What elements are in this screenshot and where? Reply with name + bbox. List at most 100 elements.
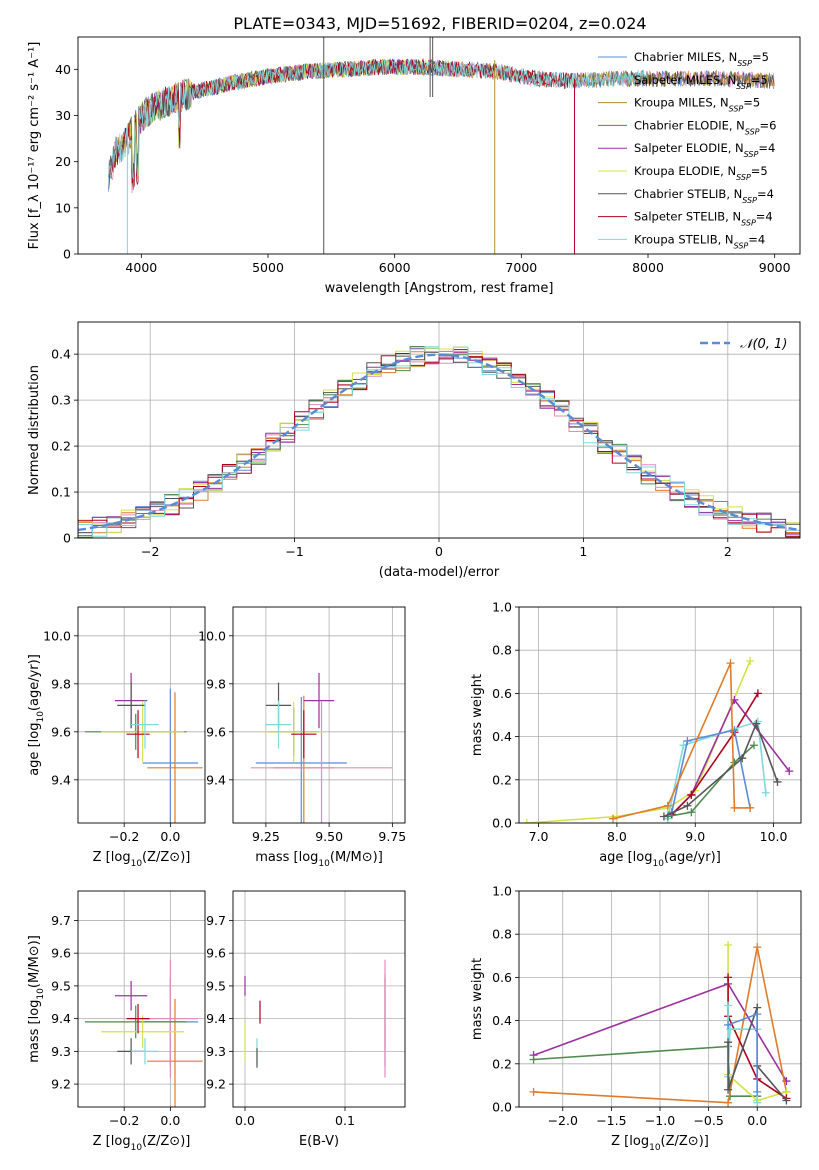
x-axis-label: Z [log10(Z/Z⊙)]	[93, 1134, 191, 1153]
legend-label: Chabrier ELODIE, NSSP=6	[634, 118, 776, 136]
y-tick-label: 9.7	[206, 913, 226, 928]
gaussian-curve	[78, 353, 800, 532]
plus-marker	[730, 803, 739, 812]
plot-weight_vs_Z: −2.0 −1.5 −1.0 −0.5 0.0 0.0 0.2 0.4 0.6 0.8 1.0 Z […	[470, 884, 802, 1153]
series-line	[533, 947, 788, 1104]
series-line	[108, 58, 775, 186]
weight-lines	[529, 941, 791, 1107]
plus-marker	[753, 689, 762, 698]
y-tick-label: 9.6	[206, 724, 226, 739]
y-tick-label: 9.4	[206, 1011, 226, 1026]
y-tick-label: 9.4	[51, 772, 71, 787]
legend-label: Kroupa STELIB, NSSP=4	[634, 232, 765, 250]
x-axis-label: Z [log10(Z/Z⊙)]	[93, 850, 191, 869]
legend-label: Chabrier STELIB, NSSP=4	[634, 187, 774, 205]
y-tick-label: 0.0	[492, 816, 512, 831]
y-axis-label: Normed distribution	[27, 365, 42, 495]
plus-marker	[724, 973, 733, 982]
plot-frame	[232, 890, 406, 1108]
weight-lines	[522, 657, 794, 823]
y-tick-label: 9.3	[51, 1044, 71, 1059]
x-axis-label: age [log10(age/yr)]	[599, 850, 721, 869]
x-tick-label: −2	[141, 544, 159, 559]
x-tick-label: 9.0	[685, 829, 705, 844]
x-tick-label: 6000	[379, 260, 411, 275]
x-tick-label: 9000	[759, 260, 791, 275]
x-axis-label: E(B-V)	[299, 1134, 339, 1149]
legend-label: Salpeter MILES, NSSP=5	[634, 73, 768, 91]
series-line	[671, 729, 751, 813]
x-axis-label: Z [log10(Z/Z⊙)]	[611, 1134, 709, 1153]
y-tick-label: 9.5	[206, 978, 226, 993]
plus-marker	[687, 808, 696, 817]
y-axis-label: mass weight	[470, 958, 485, 1040]
x-axis-label: mass [log10(M/M⊙)]	[255, 850, 383, 869]
plus-marker	[753, 1087, 762, 1096]
y-tick-label: 9.6	[51, 946, 71, 961]
y-axis-label: mass weight	[470, 674, 485, 756]
x-tick-label: 10.0	[760, 829, 788, 844]
x-tick-label: −2.0	[548, 1113, 578, 1128]
y-tick-label: 0.4	[492, 729, 512, 744]
plus-marker	[753, 1010, 762, 1019]
x-tick-label: 0.0	[160, 829, 180, 844]
plus-marker	[746, 657, 755, 665]
plot-frame	[232, 606, 406, 824]
plus-marker	[529, 1087, 538, 1096]
plus-marker	[761, 788, 770, 797]
y-tick-label: 1.0	[492, 600, 512, 615]
plus-marker	[609, 814, 617, 823]
y-tick-label: 9.6	[206, 946, 226, 961]
plot-frame	[77, 321, 801, 539]
y-tick-label: 0.0	[492, 1100, 512, 1115]
y-axis-label: Flux [f_λ 10⁻¹⁷ erg cm⁻² s⁻¹ A⁻¹]	[27, 42, 42, 250]
x-tick-label: 7.0	[529, 829, 549, 844]
plot-mass_vs_Z: −0.2 0.0 9.2 9.3 9.4 9.5 9.6 9.7 Z [log10(Z/Z⊙)]…	[27, 890, 206, 1153]
plus-marker	[753, 943, 762, 952]
y-tick-label: 0.4	[492, 1013, 512, 1028]
y-tick-label: 9.5	[51, 978, 71, 993]
plus-marker	[726, 1025, 735, 1034]
plot-frame	[518, 890, 802, 1108]
histograms	[78, 346, 800, 538]
plus-marker	[683, 736, 692, 745]
y-tick-label: 9.2	[51, 1077, 71, 1092]
plus-marker	[752, 719, 761, 728]
y-tick-label: 10	[55, 200, 71, 215]
plot-mass_vs_ebv: 0.0 0.1 9.2 9.3 9.4 9.5 9.6 9.7 E(B-V)	[206, 890, 406, 1149]
series-line	[612, 662, 751, 820]
y-tick-label: 0.2	[492, 1056, 512, 1071]
series-line	[526, 660, 751, 823]
y-tick-label: 9.4	[51, 1011, 71, 1026]
errorbars	[84, 959, 203, 1107]
y-tick-label: 0.8	[492, 927, 512, 942]
y-axis-label: age [log10(age/yr)]	[27, 654, 46, 776]
y-tick-label: 0.8	[492, 643, 512, 658]
x-tick-label: −1.5	[596, 1113, 626, 1128]
y-tick-label: 0.6	[492, 686, 512, 701]
plot-frame	[77, 36, 801, 255]
x-tick-label: −1.0	[645, 1113, 675, 1128]
legend-label: 𝒩(0, 1)	[740, 337, 787, 352]
x-tick-label: −0.5	[693, 1113, 723, 1128]
plus-marker	[773, 777, 782, 786]
x-tick-label: 9.75	[378, 829, 406, 844]
y-axis-label: mass [log10(M/M⊙)]	[27, 935, 46, 1063]
y-tick-label: 0.3	[51, 393, 71, 408]
y-tick-label: 20	[55, 154, 71, 169]
series-line	[671, 692, 759, 815]
plus-marker	[529, 1055, 538, 1064]
legend-label: Salpeter STELIB, NSSP=4	[634, 210, 773, 228]
plus-marker	[659, 812, 668, 821]
plus-marker	[750, 741, 758, 750]
x-tick-label: −0.2	[109, 1113, 139, 1128]
plus-marker	[724, 1098, 733, 1107]
figure-title: PLATE=0343, MJD=51692, FIBERID=0204, z=0…	[233, 14, 646, 33]
plot-age_vs_mass: 9.25 9.50 9.75 9.4 9.6 9.8 10.0 mass [log10(M/M…	[198, 606, 406, 869]
plus-marker	[663, 801, 672, 810]
y-tick-label: 9.6	[51, 724, 71, 739]
plot-spectrum: 4000 5000 6000 7000 8000 9000 0 10 20 30 40 wavelen…	[27, 36, 801, 296]
plus-marker	[753, 1098, 762, 1107]
plus-marker	[724, 1038, 733, 1047]
plus-marker	[687, 790, 696, 799]
